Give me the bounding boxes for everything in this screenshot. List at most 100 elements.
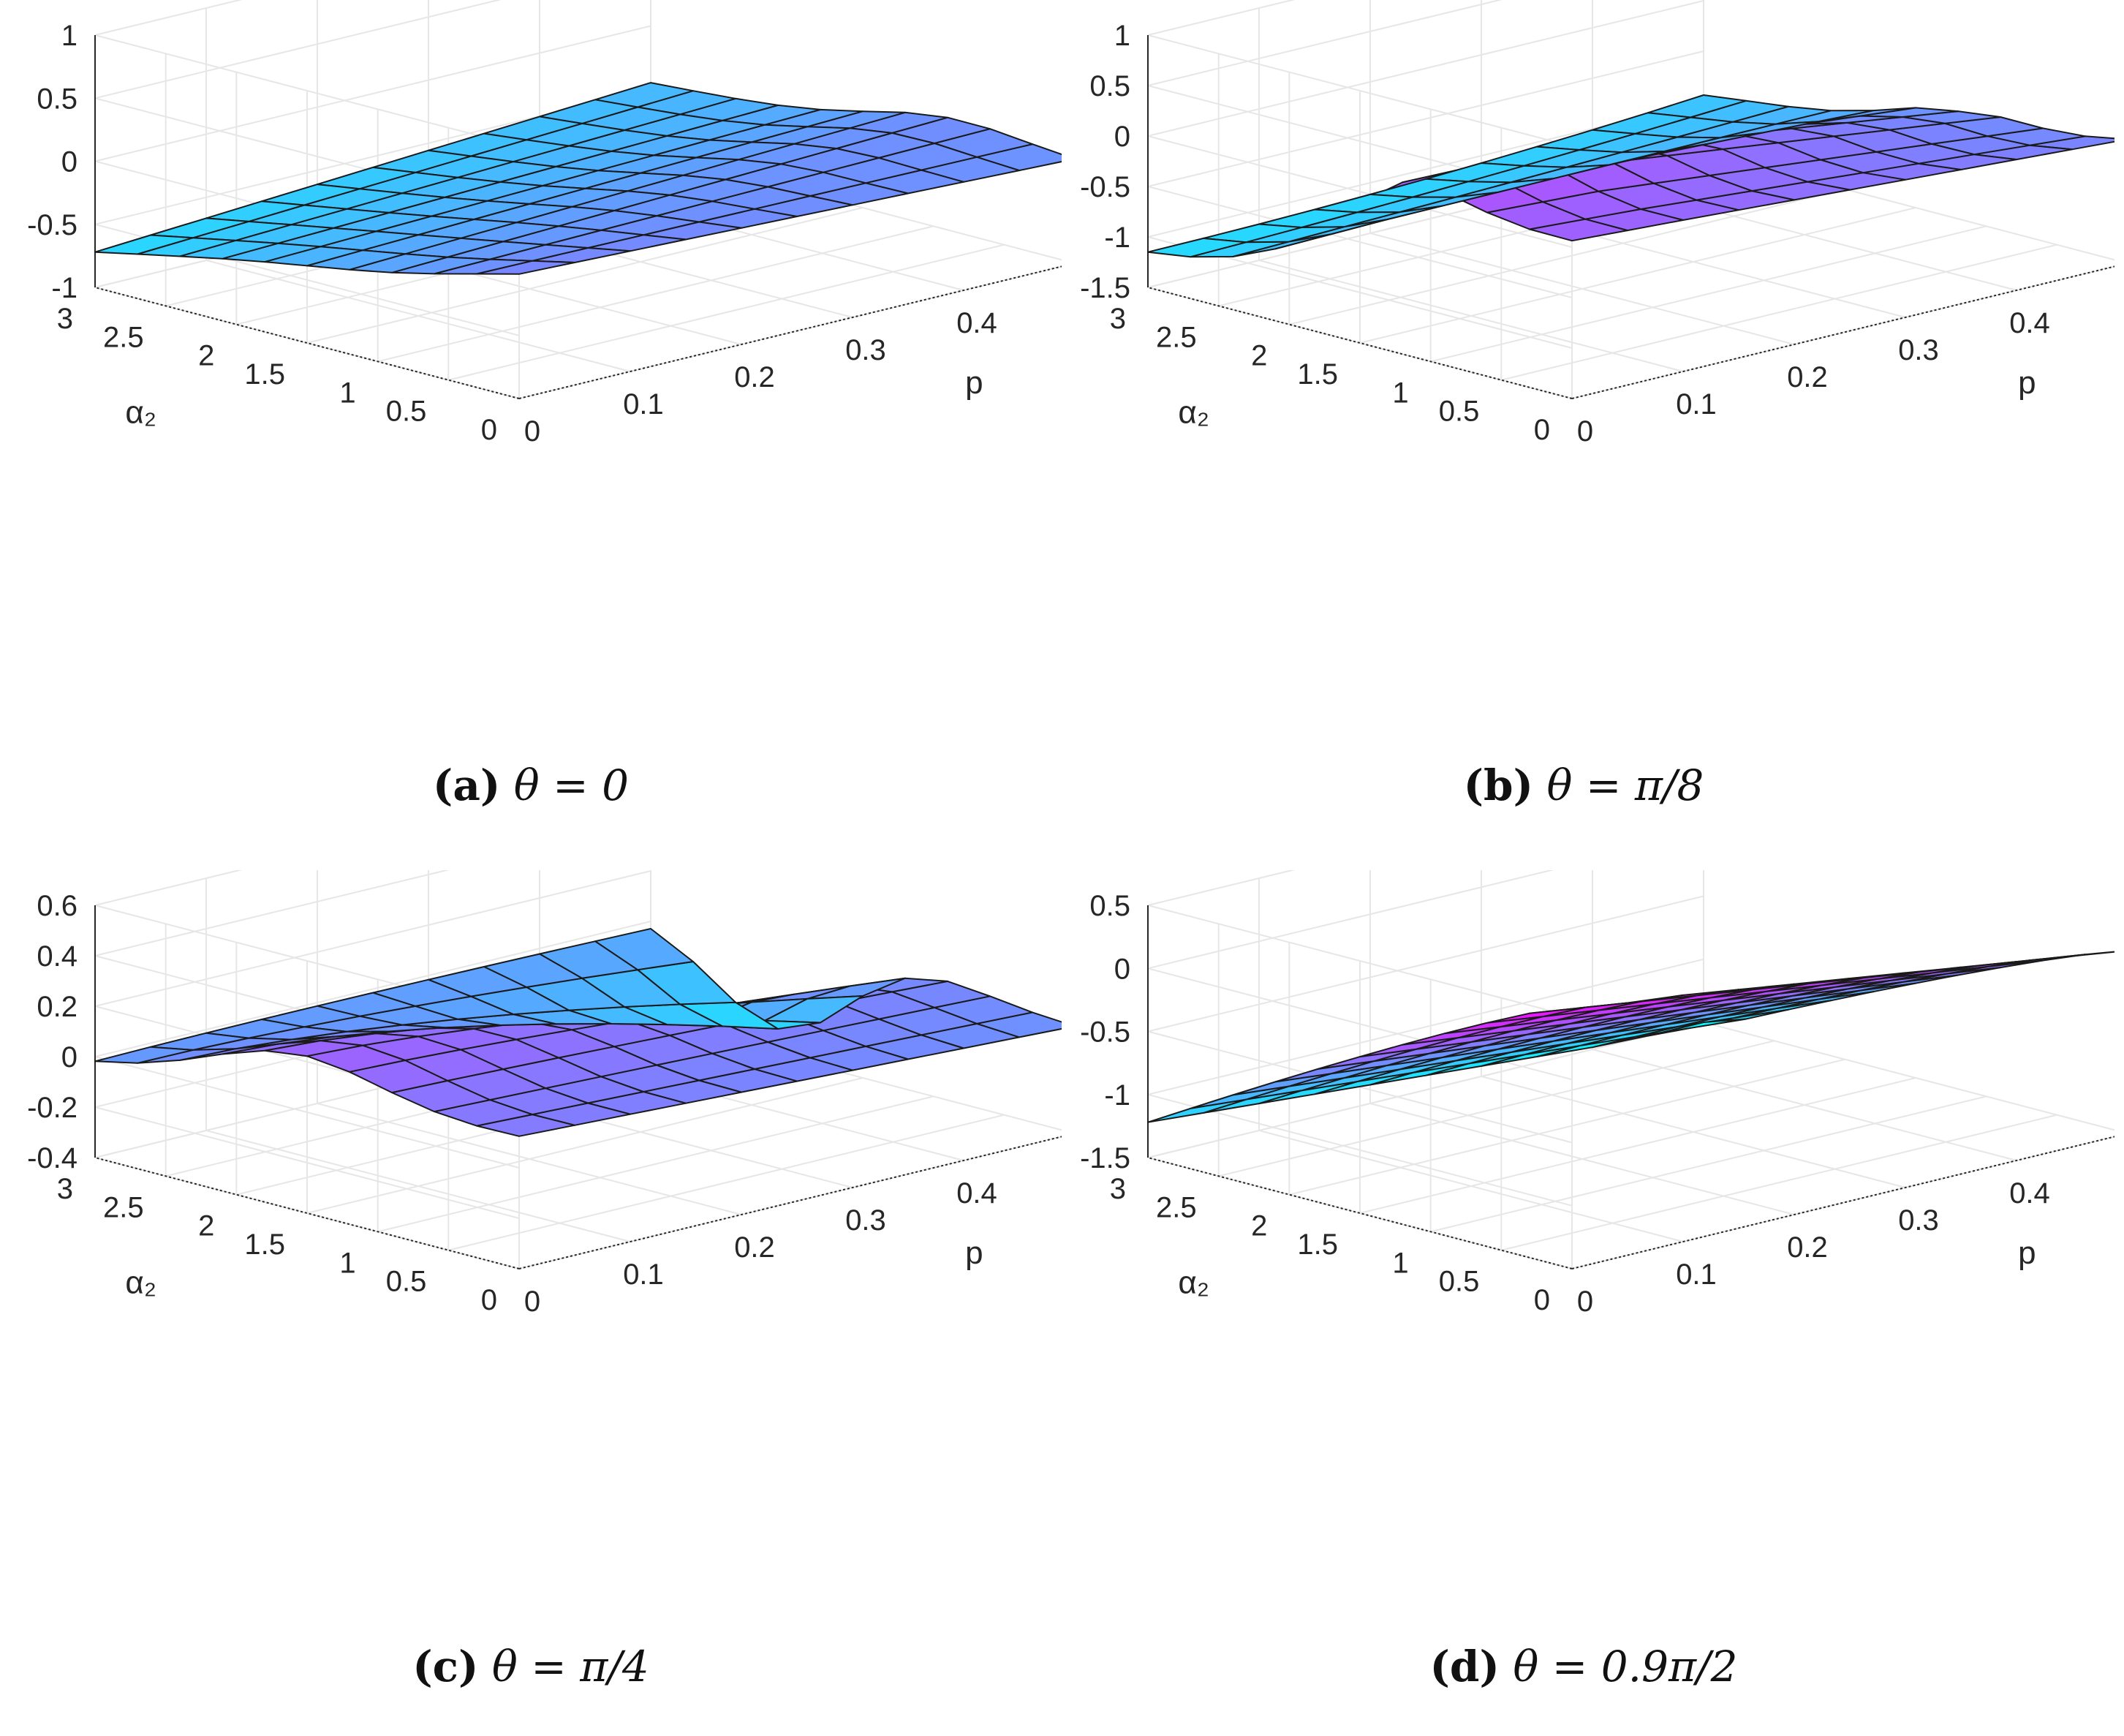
z-tick-label: 0.5 (37, 83, 78, 115)
caption-c: (c) θ = π/4 (0, 1642, 1062, 1691)
x-tick-label: 0.3 (845, 1204, 886, 1237)
caption-letter: (a) (432, 761, 501, 810)
x-tick-label: 0.4 (2009, 1177, 2050, 1209)
z-tick-label: 1 (61, 20, 78, 52)
y-tick-label: 1 (1392, 1247, 1408, 1279)
y-tick-label: 1.5 (244, 358, 285, 390)
y-tick-label: 0 (1534, 1284, 1550, 1316)
y-tick-label: 3 (1110, 1173, 1126, 1205)
y-axis-label: α₂ (125, 1265, 156, 1301)
x-tick-label: 0 (524, 1286, 540, 1318)
caption-equation: θ = π/8 (1546, 761, 1704, 810)
x-tick-label: 0.4 (2009, 307, 2050, 339)
y-tick-label: 0 (481, 414, 497, 446)
z-tick-label: -0.5 (1080, 171, 1130, 203)
z-tick-label: 0 (61, 1041, 78, 1073)
y-grid-line (1288, 942, 1845, 1196)
z-tick-label: 0 (1114, 953, 1130, 985)
y-tick-label: 1.5 (244, 1229, 285, 1261)
caption-b: (b) θ = π/8 (1053, 761, 2114, 810)
x-tick-label: 0.4 (956, 1177, 997, 1209)
z-tick-label: -1.5 (1080, 272, 1130, 304)
surface-plot-b: -1.5-1-0.500.5100.10.20.30.40.500.511.52… (1080, 0, 2114, 448)
panel-a: -1-0.500.5100.10.20.30.40.500.511.522.53… (0, 0, 1062, 866)
y-tick-label: 1 (339, 377, 355, 409)
y-grid-line (1359, 91, 1916, 344)
y-tick-label: 2 (1251, 1210, 1267, 1242)
y-grid-line (1359, 961, 1916, 1215)
z-tick-label: -1 (51, 272, 78, 304)
y-tick-label: 1.5 (1297, 358, 1338, 390)
panel-d: -1.5-1-0.500.500.10.20.30.40.500.511.522… (1053, 870, 2114, 1736)
z-tick-label: 0.2 (37, 991, 78, 1023)
z-tick-label: 0 (1114, 121, 1130, 153)
x-tick-label: 0.1 (1676, 388, 1717, 420)
surface (94, 82, 1062, 275)
x-axis-label: p (965, 1235, 983, 1271)
y-tick-label: 2 (198, 1210, 214, 1242)
caption-equation: θ = π/4 (491, 1642, 649, 1691)
z-grid-line (1147, 870, 1573, 1017)
y-tick-label: 2.5 (1156, 321, 1197, 353)
surface-plot-c: -0.4-0.200.20.40.600.10.20.30.40.500.511… (27, 870, 1062, 1318)
surface (1147, 951, 2114, 1123)
y-axis-label: α₂ (1178, 395, 1209, 431)
z-tick-label: -1.5 (1080, 1142, 1130, 1174)
surface-plot-d: -1.5-1-0.500.500.10.20.30.40.500.511.522… (1080, 870, 2114, 1318)
caption-equation: θ = 0 (513, 761, 630, 810)
caption-letter: (d) (1429, 1642, 1500, 1691)
x-axis-line (518, 265, 1062, 399)
x-tick-label: 0.2 (1787, 361, 1828, 393)
x-axis-label: p (2018, 1235, 2036, 1271)
y-axis-line (1147, 287, 1573, 399)
x-tick-label: 0.1 (623, 388, 664, 420)
y-tick-label: 2 (198, 340, 214, 372)
y-tick-label: 3 (57, 1173, 73, 1205)
x-tick-label: 0.2 (1787, 1231, 1828, 1264)
z-tick-label: 0.5 (1089, 890, 1130, 922)
caption-letter: (c) (412, 1642, 479, 1691)
y-axis-line (1147, 1157, 1573, 1269)
grid (1147, 870, 2114, 1270)
y-tick-label: 2.5 (1156, 1191, 1197, 1223)
z-tick-label: 0.6 (37, 890, 78, 922)
panel-c: -0.4-0.200.20.40.600.10.20.30.40.500.511… (0, 870, 1062, 1736)
z-tick-label: -0.4 (27, 1142, 78, 1174)
x-tick-label: 0.4 (956, 307, 997, 339)
y-grid-line (306, 91, 863, 344)
x-tick-label: 0.2 (734, 361, 775, 393)
y-grid-line (1500, 997, 2057, 1251)
caption-d: (d) θ = 0.9π/2 (1053, 1642, 2114, 1691)
panel-b: -1.5-1-0.500.5100.10.20.30.40.500.511.52… (1053, 0, 2114, 866)
z-tick-label: -1 (1104, 1079, 1130, 1112)
x-tick-label: 0 (524, 415, 540, 448)
surface-patch (1147, 1098, 1247, 1123)
y-tick-label: 2 (1251, 340, 1267, 372)
x-axis-line (1571, 1136, 2114, 1269)
y-tick-label: 1 (1392, 377, 1408, 409)
z-tick-label: -0.5 (27, 209, 78, 241)
surface-patch (94, 1046, 194, 1064)
x-tick-label: 0 (1577, 1286, 1593, 1318)
y-tick-label: 2.5 (103, 1191, 144, 1223)
x-tick-label: 0 (1577, 415, 1593, 448)
y-tick-label: 1 (339, 1247, 355, 1279)
z-tick-label: -1 (1104, 222, 1130, 254)
y-tick-label: 0.5 (386, 396, 427, 428)
y-grid-line (1571, 1016, 2114, 1270)
x-axis-line (1571, 265, 2114, 399)
surface (1147, 94, 2114, 258)
y-tick-label: 0.5 (1439, 1266, 1480, 1298)
x-tick-label: 0.3 (845, 334, 886, 366)
z-tick-label: 0 (61, 146, 78, 178)
x-tick-label: 0.1 (623, 1258, 664, 1291)
z-tick-label: 0.5 (1089, 70, 1130, 102)
x-tick-label: 0.1 (1676, 1258, 1717, 1291)
y-tick-label: 3 (57, 303, 73, 335)
caption-equation: θ = 0.9π/2 (1513, 1642, 1738, 1691)
y-axis-label: α₂ (1178, 1265, 1209, 1301)
x-axis-line (518, 1136, 1062, 1269)
z-tick-label: -0.5 (1080, 1016, 1130, 1049)
x-tick-label: 0.3 (1898, 334, 1939, 366)
